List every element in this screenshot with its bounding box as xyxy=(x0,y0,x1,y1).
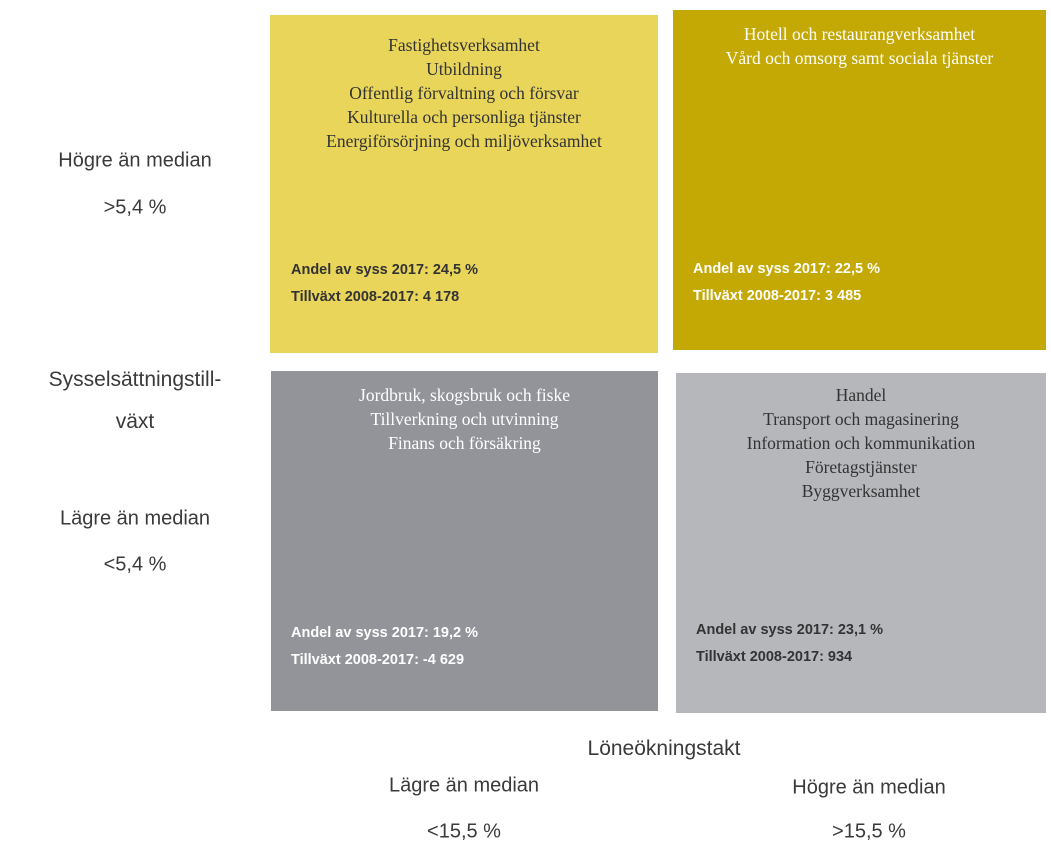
sector-name: Finans och försäkring xyxy=(388,433,541,453)
stats: Andel av syss 2017: 23,1 % Tillväxt 2008-… xyxy=(696,617,883,671)
sector-list: Hotell och restaurangverksamhet Vård och … xyxy=(673,22,1046,70)
quadrant: Handel Transport och magasinering Informat… xyxy=(676,373,1046,713)
sector-list: Handel Transport och magasinering Informat… xyxy=(676,383,1046,503)
stat-line: Andel av syss 2017: 24,5 % xyxy=(291,262,479,278)
x-low-label: Lägre än median xyxy=(388,774,540,797)
sector-name: Offentlig förvaltning och försvar xyxy=(349,83,579,103)
stat-line: Andel av syss 2017: 23,1 % xyxy=(696,622,884,638)
quadrant: Hotell och restaurangverksamhet Vård och … xyxy=(673,10,1046,350)
y-title: växt xyxy=(115,410,155,433)
stats: Andel av syss 2017: 24,5 % Tillväxt 2008-… xyxy=(291,257,478,311)
sector-name: Företagstjänster xyxy=(805,457,917,477)
quadrant: Jordbruk, skogsbruk och fiske Tillverknin… xyxy=(271,371,658,711)
sector-name: Information och kommunikation xyxy=(746,433,976,453)
stats: Andel av syss 2017: 22,5 % Tillväxt 2008-… xyxy=(693,256,880,310)
sector-name: Jordbruk, skogsbruk och fiske xyxy=(359,385,570,405)
y-low-threshold: <5,4 % xyxy=(103,553,167,576)
stats: Andel av syss 2017: 19,2 % Tillväxt 2008-… xyxy=(291,620,478,674)
quadrant: Fastighetsverksamhet Utbildning Offentlig … xyxy=(270,15,658,353)
sector-list: Fastighetsverksamhet Utbildning Offentlig … xyxy=(270,33,658,153)
sector-name: Fastighetsverksamhet xyxy=(388,35,540,55)
sector-name: Byggverksamhet xyxy=(801,481,921,501)
x-title: Löneökningstakt xyxy=(587,737,741,760)
sector-list: Jordbruk, skogsbruk och fiske Tillverknin… xyxy=(271,383,658,455)
y-high-threshold: >5,4 % xyxy=(103,196,167,219)
stat-line: Andel av syss 2017: 19,2 % xyxy=(291,625,479,641)
y-title: Sysselsättningstill- xyxy=(48,368,222,391)
sector-name: Tillverkning och utvinning xyxy=(370,409,559,429)
sector-name: Transport och magasinering xyxy=(763,409,959,429)
y-high-label: Högre än median xyxy=(58,149,212,172)
x-low-threshold: <15,5 % xyxy=(427,820,501,843)
sector-name: Energiförsörjning och miljöverksamhet xyxy=(326,131,602,151)
stat-line: Tillväxt 2008-2017: 934 xyxy=(696,649,853,665)
sector-name: Kulturella och personliga tjänster xyxy=(347,107,581,127)
sector-name: Hotell och restaurangverksamhet xyxy=(743,24,976,44)
stat-line: Tillväxt 2008-2017: 4 178 xyxy=(291,289,460,305)
stat-line: Tillväxt 2008-2017: 3 485 xyxy=(693,288,862,304)
y-low-label: Lägre än median xyxy=(59,507,211,530)
sector-name: Handel xyxy=(835,385,887,405)
x-high-threshold: >15,5 % xyxy=(832,820,906,843)
sector-name: Utbildning xyxy=(426,59,502,79)
stat-line: Tillväxt 2008-2017: -4 629 xyxy=(291,652,465,668)
sector-name: Vård och omsorg samt sociala tjänster xyxy=(725,48,994,68)
x-high-label: Högre än median xyxy=(792,776,946,799)
stat-line: Andel av syss 2017: 22,5 % xyxy=(693,261,881,277)
